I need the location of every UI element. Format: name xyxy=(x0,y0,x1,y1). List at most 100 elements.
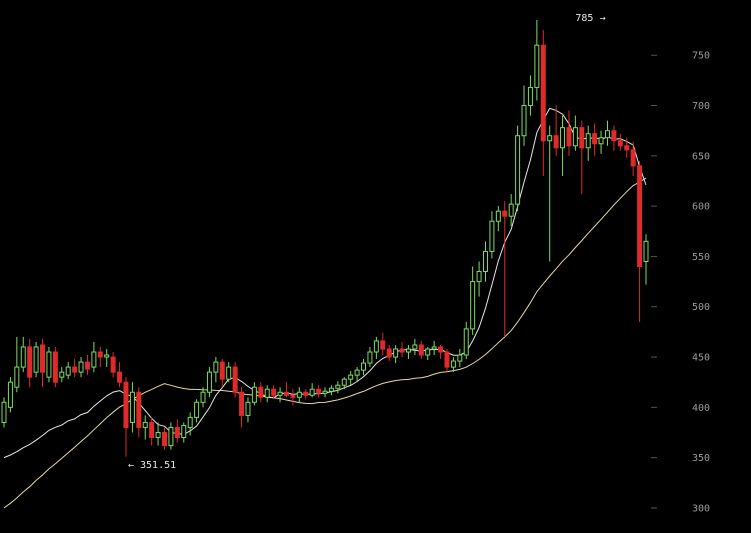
candle-body-up xyxy=(20,346,26,368)
candle xyxy=(405,344,411,360)
candle-body-down xyxy=(566,127,572,147)
candle xyxy=(117,362,123,388)
candle xyxy=(534,20,540,101)
candle xyxy=(643,234,649,285)
candle xyxy=(277,387,283,403)
candle xyxy=(239,387,245,428)
candle xyxy=(232,362,238,398)
candle-body-up xyxy=(361,362,367,371)
candle xyxy=(155,422,161,446)
candle-body-down xyxy=(123,381,129,428)
candle xyxy=(20,336,26,373)
candle xyxy=(303,389,309,400)
candle-body-down xyxy=(418,344,424,356)
candle xyxy=(271,385,277,400)
candle xyxy=(425,346,431,361)
candle-body-up xyxy=(328,387,334,392)
candle-body-up xyxy=(495,210,501,222)
candle-body-up xyxy=(508,203,514,217)
candle xyxy=(470,266,476,335)
candle xyxy=(142,415,148,440)
candle-body-up xyxy=(59,371,65,378)
candle xyxy=(14,336,20,393)
candle xyxy=(495,206,501,232)
candle xyxy=(450,357,456,373)
candle xyxy=(251,382,257,406)
candle xyxy=(33,341,39,378)
candle xyxy=(52,346,58,388)
candle xyxy=(624,137,630,158)
candle-body-up xyxy=(476,271,482,283)
candle xyxy=(553,105,559,156)
candle xyxy=(412,338,418,356)
candle xyxy=(46,346,52,383)
candle xyxy=(213,357,219,383)
candle-body-up xyxy=(470,281,476,330)
candle-body-down xyxy=(380,340,386,350)
candle xyxy=(194,399,200,423)
candle-body-up xyxy=(33,346,39,373)
candle xyxy=(296,387,302,403)
y-tick-label: 600 xyxy=(692,202,710,213)
candle-body-up xyxy=(585,133,591,149)
candle-body-up xyxy=(277,391,283,396)
candle-body-down xyxy=(502,210,508,217)
candle-body-up xyxy=(194,401,200,418)
candle xyxy=(335,381,341,394)
candle-body-down xyxy=(162,431,167,447)
candle xyxy=(162,427,167,450)
candle-body-down xyxy=(174,426,180,439)
candle-body-up xyxy=(425,348,431,356)
candle xyxy=(59,367,65,383)
candle xyxy=(84,355,90,376)
candle xyxy=(91,341,97,373)
candle-body-down xyxy=(258,386,264,398)
candle-body-up xyxy=(393,348,399,358)
candle xyxy=(399,341,405,358)
candle-body-up xyxy=(142,421,148,428)
long-moving-average-line xyxy=(3,177,647,509)
candle-body-up xyxy=(226,366,232,380)
candle-body-down xyxy=(52,351,58,383)
candle xyxy=(245,397,251,423)
candle xyxy=(598,130,604,154)
candle-body-up xyxy=(348,374,354,380)
candle-body-up xyxy=(341,378,347,386)
candle xyxy=(617,133,623,151)
candle xyxy=(361,359,367,376)
y-tick-label: 350 xyxy=(692,453,710,464)
candle-body-down xyxy=(579,127,585,149)
candle-body-up xyxy=(534,44,540,88)
candle xyxy=(547,125,553,262)
candle-body-down xyxy=(303,391,309,396)
candle-body-down xyxy=(149,421,155,439)
candle-body-up xyxy=(489,220,495,252)
candle-body-up xyxy=(264,388,270,398)
candle-body-up xyxy=(335,384,341,389)
y-tick-label: 500 xyxy=(692,302,710,313)
candle-body-down xyxy=(290,394,296,398)
candle xyxy=(226,362,232,383)
candle xyxy=(149,417,155,446)
candle-body-up xyxy=(251,386,257,403)
candle xyxy=(444,348,450,372)
candle xyxy=(386,344,392,362)
candle xyxy=(123,377,129,457)
candle-body-down xyxy=(617,140,623,147)
candle-body-up xyxy=(187,416,193,428)
candle xyxy=(341,377,347,390)
candle xyxy=(463,321,469,360)
candle xyxy=(560,115,566,176)
candle xyxy=(65,362,71,380)
candle xyxy=(572,115,578,151)
y-tick-label: 700 xyxy=(692,101,710,112)
candle-body-up xyxy=(547,135,553,142)
candle-body-up xyxy=(155,431,161,439)
y-tick-label: 450 xyxy=(692,353,710,364)
candle-body-up xyxy=(245,401,251,416)
candle xyxy=(328,385,334,396)
candle-body-down xyxy=(232,366,238,393)
candle-body-up xyxy=(200,391,206,403)
candle-body-down xyxy=(117,371,123,383)
candle-body-down xyxy=(592,133,598,145)
